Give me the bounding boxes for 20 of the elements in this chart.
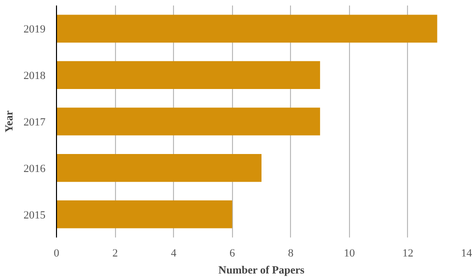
- x-tick-label: 10: [344, 248, 356, 260]
- y-tick-label: 2015: [24, 209, 46, 222]
- y-axis-title: Year: [4, 110, 16, 132]
- bar: [56, 14, 438, 43]
- y-tick-label: 2018: [24, 70, 46, 82]
- bar: [56, 200, 232, 228]
- x-tick-label: 14: [461, 248, 472, 260]
- bar: [56, 61, 320, 90]
- x-tick-label: 2: [112, 248, 118, 260]
- y-tick-label: 2019: [24, 24, 46, 36]
- bar: [56, 154, 262, 182]
- x-axis-title: Number of Papers: [218, 264, 306, 276]
- y-tick-label: 2016: [24, 162, 46, 175]
- x-tick-label: 0: [54, 248, 60, 260]
- x-tick-label: 6: [229, 248, 236, 260]
- x-tick-label: 12: [402, 248, 414, 260]
- x-tick-label: 8: [288, 248, 294, 260]
- x-tick-label: 4: [170, 248, 177, 260]
- y-tick-label: 2017: [24, 116, 46, 128]
- bar: [56, 108, 320, 136]
